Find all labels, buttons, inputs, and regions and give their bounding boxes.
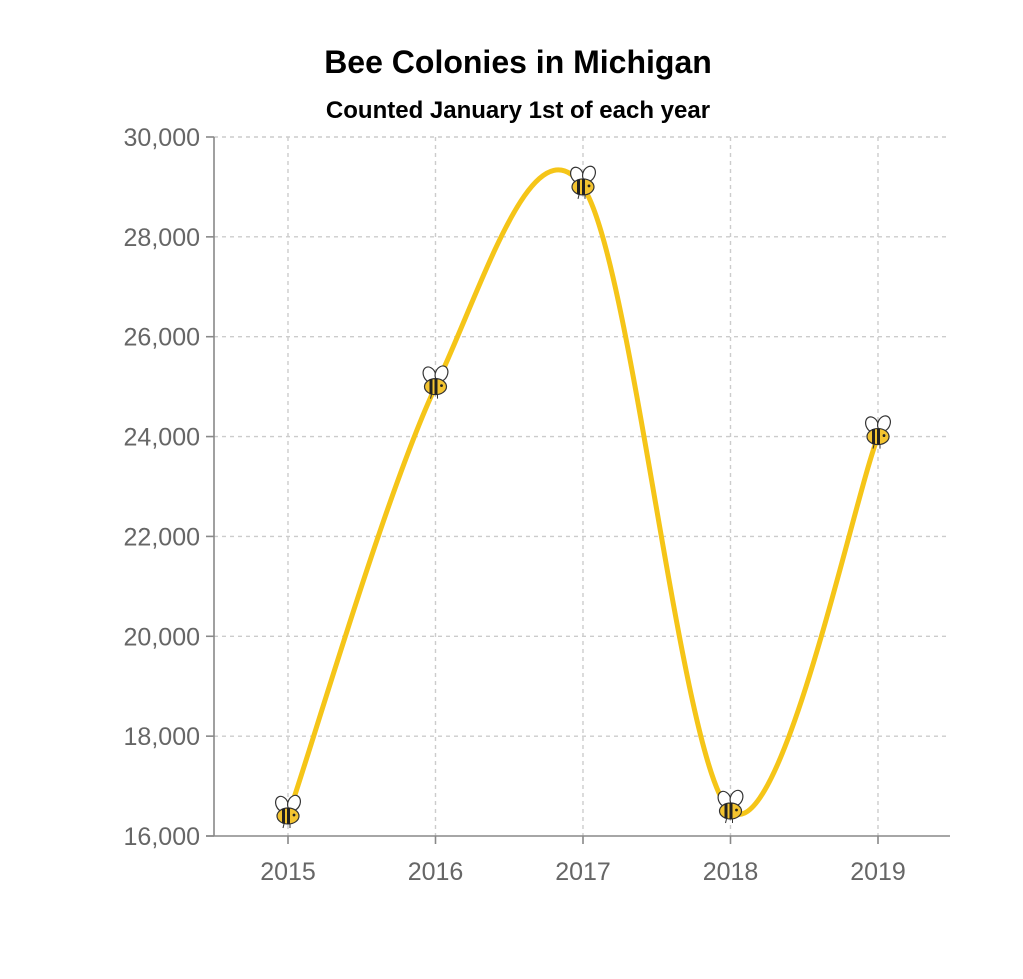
bee-icon [569, 165, 597, 200]
y-tick-label: 20,000 [124, 623, 200, 651]
markers [274, 165, 892, 829]
chart-subtitle: Counted January 1st of each year [326, 97, 710, 124]
y-tick-label: 22,000 [124, 523, 200, 551]
x-tick-label: 2019 [850, 858, 906, 886]
y-tick-label: 30,000 [124, 124, 200, 152]
x-tick-label: 2015 [260, 858, 316, 886]
x-tick-label: 2018 [703, 858, 759, 886]
x-tick-label: 2016 [408, 858, 464, 886]
y-tick-label: 18,000 [124, 723, 200, 751]
bee-icon [274, 794, 302, 829]
bee-icon [422, 365, 449, 399]
series-line-layer [285, 167, 881, 819]
x-axis-ticks: 2015 2016 2017 2018 2019 [260, 836, 906, 886]
grid [214, 136, 950, 836]
y-tick-label: 26,000 [124, 324, 200, 352]
x-tick-label: 2017 [555, 858, 611, 886]
y-axis-ticks: 16,000 18,000 20,000 22,000 24,000 26,000 28,0… [124, 124, 214, 851]
series-line [285, 167, 881, 819]
chart-title: Bee Colonies in Michigan [324, 44, 712, 80]
axes [206, 137, 950, 837]
y-tick-label: 28,000 [124, 224, 200, 252]
bee-icon [717, 789, 744, 824]
y-tick-label: 24,000 [124, 424, 200, 452]
y-tick-label: 16,000 [124, 823, 200, 851]
bee-icon [864, 415, 892, 449]
